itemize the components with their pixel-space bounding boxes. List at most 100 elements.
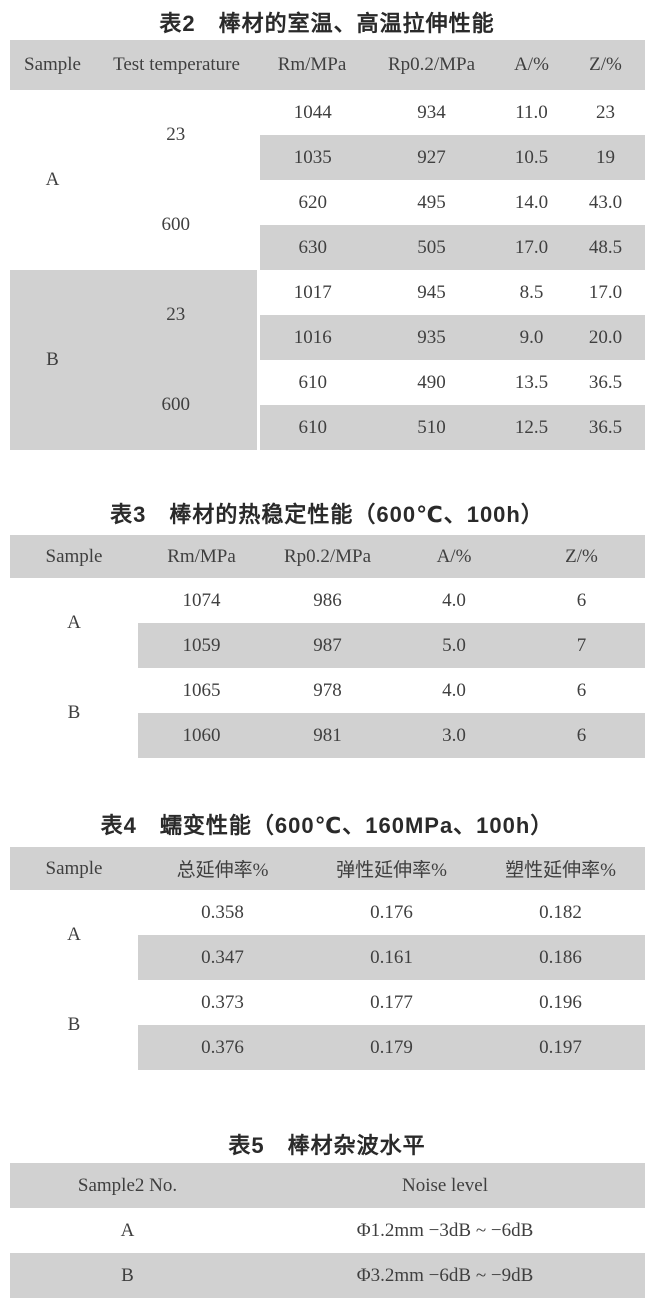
data-cell: Φ3.2mm −6dB ~ −9dB [245,1253,645,1298]
table-row: 0.376 0.179 0.197 [10,1025,645,1070]
data-cell: 986 [313,589,342,611]
data-cell: 13.5 [514,371,549,393]
data-cell: 981 [265,713,390,758]
sample-cell: A [67,924,81,945]
header-cell-test-temperature: Test temperature [95,40,258,90]
table-row: B 23 1017 945 8.5 17.0 [10,270,645,450]
header-cell-sample: Sample [10,535,138,578]
data-cell: 935 [366,315,497,360]
data-cell: 0.182 [539,901,582,923]
table2-title: 表2 棒材的室温、高温拉伸性能 [159,11,495,36]
data-cell: 6 [576,589,587,611]
table-row: 1060 981 3.0 6 [10,713,645,758]
table5-header-row: Sample2 No. Noise level [10,1163,645,1208]
data-cell: 19 [566,135,645,180]
table4-title: 表4 蠕变性能（600℃、160MPa、100h） [100,813,554,838]
data-cell: 945 [417,281,446,303]
data-cell: 10.5 [497,135,566,180]
data-cell: 6 [518,713,645,758]
data-cell: 1016 [256,315,366,360]
table4-creep-properties: Sample 总延伸率% 弹性延伸率% 塑性延伸率% A 0.358 0.176… [10,847,645,1070]
data-cell: 610 [256,405,366,450]
table-row: 0.347 0.161 0.186 [10,935,645,980]
table3-header-row: Sample Rm/MPa Rp0.2/MPa A/% Z/% [10,535,645,578]
data-cell: 23 [596,101,615,123]
temp-cell: 600 [95,360,258,450]
header-cell-rp02: Rp0.2/MPa [265,535,390,578]
data-cell: 17.0 [588,281,623,303]
data-cell: 0.186 [476,935,645,980]
data-cell: 1035 [256,135,366,180]
data-cell: 36.5 [588,371,623,393]
table-row: A 0.358 0.176 0.182 [10,890,645,946]
data-cell: 48.5 [566,225,645,270]
data-cell: 0.347 [138,935,307,980]
header-cell-sample2-no: Sample2 No. [10,1163,245,1208]
table5-noise-level: Sample2 No. Noise level A Φ1.2mm −3dB ~ … [10,1163,645,1298]
data-cell: 0.358 [201,901,244,923]
data-cell: 4.0 [442,679,466,701]
data-cell: 1044 [256,90,366,135]
table-row: 1035 927 10.5 19 [10,135,645,180]
data-cell: 7 [518,623,645,668]
data-cell: 610 [256,360,366,405]
data-cell: 510 [366,405,497,450]
sample-cell: B [10,1253,245,1298]
data-cell: 505 [366,225,497,270]
table-row: A 23 1044 934 11.0 23 [10,90,645,190]
data-cell: 0.161 [307,935,476,980]
data-cell: 43.0 [588,191,623,213]
data-cell: 0.373 [201,991,244,1013]
data-cell: 1060 [138,713,265,758]
data-cell: 3.0 [390,713,518,758]
temp-cell: 600 [161,214,191,235]
header-cell-z: Z/% [518,535,645,578]
table-row: 1059 987 5.0 7 [10,623,645,668]
header-cell-noise-level: Noise level [245,1163,645,1208]
data-cell: 20.0 [566,315,645,360]
table3-thermal-stability: Sample Rm/MPa Rp0.2/MPa A/% Z/% A 1074 9… [10,535,645,758]
table-row: B Φ3.2mm −6dB ~ −9dB [10,1253,645,1298]
header-cell-rm: Rm/MPa [138,535,265,578]
header-cell-z: Z/% [566,40,645,90]
data-cell: 0.179 [307,1025,476,1070]
data-cell: 630 [256,225,366,270]
data-cell: 0.177 [370,991,413,1013]
header-cell-rp02: Rp0.2/MPa [366,40,497,90]
data-cell: 0.196 [539,991,582,1013]
sample-cell: B [67,702,81,723]
data-cell: 934 [417,101,446,123]
data-cell: 8.5 [519,281,544,303]
data-cell: 0.176 [370,901,413,923]
header-cell-plastic-elongation: 塑性延伸率% [476,847,645,890]
data-cell: 495 [417,191,446,213]
table-row: A Φ1.2mm −3dB ~ −6dB [10,1208,645,1253]
data-cell: 490 [417,371,446,393]
data-cell: 11.0 [515,101,548,123]
data-cell: 1065 [182,679,221,701]
sample-cell: A [120,1219,135,1241]
table-row: 600 610 490 13.5 36.5 [10,360,645,450]
temp-cell: 23 [95,270,258,360]
temp-cell: 23 [166,124,186,145]
table2-header-row: Sample Test temperature Rm/MPa Rp0.2/MPa… [10,40,645,90]
header-cell-rm: Rm/MPa [258,40,366,90]
data-cell: 9.0 [497,315,566,360]
table-row: B 0.373 0.177 0.196 [10,980,645,1036]
data-cell: 620 [256,180,366,225]
header-cell-a: A/% [390,535,518,578]
header-cell-total-elongation: 总延伸率% [138,847,307,890]
data-cell: 17.0 [497,225,566,270]
table-row: 1016 935 9.0 20.0 [10,315,645,360]
sample-cell: B [67,1014,81,1035]
header-cell-sample: Sample [10,40,95,90]
data-cell: 4.0 [442,589,466,611]
data-cell: 5.0 [390,623,518,668]
header-cell-sample: Sample [10,847,138,890]
sample-cell: A [45,169,60,190]
data-cell: 0.197 [476,1025,645,1070]
table-row: 600 620 495 14.0 43.0 [10,180,645,235]
data-cell: 1017 [256,270,366,315]
table-row: 610 510 12.5 36.5 [10,405,645,450]
